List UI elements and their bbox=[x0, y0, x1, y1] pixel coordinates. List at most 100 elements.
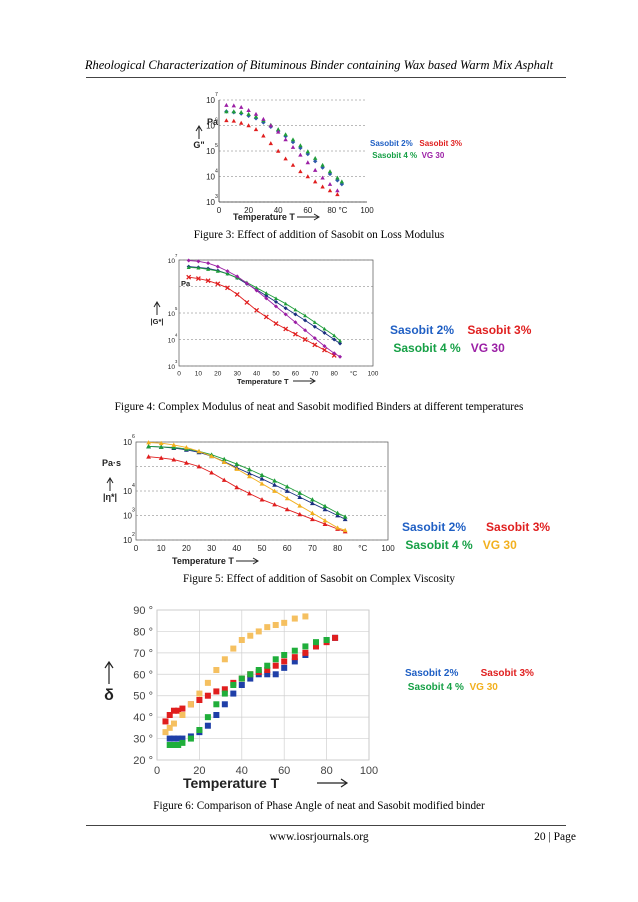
data-point-sasobit-3 bbox=[322, 521, 328, 526]
data-point-sasobit-3 bbox=[302, 337, 308, 342]
data-point-sasobit-3 bbox=[246, 123, 251, 128]
data-point-sasobit-4 bbox=[342, 514, 348, 519]
data-point-sasobit-4 bbox=[313, 155, 318, 160]
legend-sasobit-3: Sasobit 3% bbox=[480, 668, 534, 679]
footer-rule bbox=[86, 825, 566, 826]
data-point-sasobit-4 bbox=[272, 478, 277, 483]
data-point-sasobit-2 bbox=[284, 488, 290, 493]
data-point-vg-30 bbox=[196, 448, 202, 454]
data-point-sasobit-2 bbox=[259, 476, 265, 481]
data-point-sasobit-4 bbox=[322, 326, 327, 331]
y-tick-label: 70 ° bbox=[133, 648, 153, 660]
y-axis-label: |η*| bbox=[103, 492, 117, 502]
data-point-sasobit-2 bbox=[175, 735, 182, 742]
data-point-sasobit-4 bbox=[338, 338, 343, 343]
figure-5-caption: Figure 5: Effect of addition of Sasobit … bbox=[182, 573, 456, 585]
data-point-vg-30 bbox=[234, 466, 240, 471]
data-point-sasobit-4 bbox=[293, 307, 298, 312]
data-point-vg-30 bbox=[166, 724, 173, 731]
data-point-vg-30 bbox=[298, 152, 303, 157]
data-point-sasobit-4 bbox=[224, 109, 229, 114]
series-line-vg-30 bbox=[148, 442, 346, 531]
data-point-sasobit-4 bbox=[230, 682, 237, 688]
figure-4-legend: Sasobit 2% Sasobit 3% Sasobit 4 % VG 30 bbox=[390, 321, 531, 357]
legend-sasobit-4: Sasobit 4 % bbox=[407, 682, 464, 693]
data-point-sasobit-4 bbox=[255, 667, 262, 673]
data-point-vg-30 bbox=[146, 440, 151, 445]
figure-6-chart: 90 ° 80 ° 70 ° 60 ° 50 ° 40 ° 30 ° 20 °0 20 40 60 8… bbox=[104, 605, 378, 791]
data-point-vg-30 bbox=[303, 328, 308, 333]
data-point-vg-30 bbox=[305, 160, 310, 165]
y-axis-arrow bbox=[153, 301, 161, 315]
x-tick-label: 100 bbox=[381, 544, 395, 553]
legend-sasobit-4: Sasobit 4 % bbox=[393, 341, 461, 355]
y-tick-exponent: 4 bbox=[175, 332, 178, 337]
data-point-sasobit-4 bbox=[290, 137, 296, 142]
y-tick-exponent: 7 bbox=[215, 92, 218, 98]
y-tick-label: 20 ° bbox=[133, 755, 153, 767]
data-point-vg-30 bbox=[213, 667, 220, 673]
y-tick-label: 10 bbox=[206, 147, 215, 156]
x-tick-label: 0 bbox=[134, 544, 139, 553]
data-point-sasobit-3 bbox=[292, 331, 298, 337]
data-point-vg-30 bbox=[204, 679, 211, 686]
series-line-sasobit-4 bbox=[188, 266, 341, 342]
footer-url: www.iosrjournals.org bbox=[269, 831, 369, 843]
data-point-sasobit-4 bbox=[335, 510, 340, 515]
y-tick-exponent: 3 bbox=[132, 508, 135, 514]
data-point-vg-30 bbox=[162, 729, 169, 736]
data-point-sasobit-3 bbox=[332, 634, 339, 641]
data-point-vg-30 bbox=[230, 645, 237, 652]
x-tick-label: 0 bbox=[217, 206, 222, 215]
x-tick-label: 0 bbox=[154, 765, 160, 777]
data-point-sasobit-3 bbox=[327, 188, 333, 193]
data-point-vg-30 bbox=[247, 473, 252, 479]
data-point-sasobit-3 bbox=[247, 491, 252, 496]
data-point-sasobit-4 bbox=[158, 444, 164, 449]
y-unit-label: Pa bbox=[207, 117, 219, 127]
data-point-vg-30 bbox=[310, 510, 315, 515]
legend-sasobit-2: Sasobit 2% bbox=[370, 139, 413, 148]
data-point-sasobit-3 bbox=[264, 667, 271, 673]
data-point-sasobit-4 bbox=[312, 320, 317, 324]
data-point-sasobit-4 bbox=[323, 637, 330, 643]
data-point-vg-30 bbox=[215, 264, 220, 269]
data-point-sasobit-2 bbox=[281, 664, 288, 671]
x-tick-label: 60 bbox=[283, 544, 292, 553]
data-point-sasobit-3 bbox=[305, 174, 310, 179]
x-axis-arrow bbox=[297, 213, 320, 221]
x-tick-label: 60 bbox=[292, 371, 300, 378]
x-axis-label: Temperature T bbox=[233, 212, 295, 222]
x-tick-label: 20 bbox=[244, 206, 253, 215]
x-tick-label: 100 bbox=[368, 371, 379, 378]
data-point-sasobit-2 bbox=[293, 312, 298, 317]
data-point-sasobit-3 bbox=[244, 299, 250, 305]
data-point-sasobit-2 bbox=[247, 675, 254, 682]
data-point-vg-30 bbox=[225, 269, 230, 274]
data-point-sasobit-3 bbox=[162, 718, 169, 725]
x-tick-label: 80 bbox=[333, 544, 342, 553]
data-point-sasobit-3 bbox=[283, 326, 289, 332]
x-axis-arrow bbox=[293, 377, 316, 385]
y-tick-label: 10 bbox=[123, 536, 132, 545]
y-axis-arrow bbox=[104, 660, 114, 684]
data-point-sasobit-3 bbox=[313, 643, 319, 650]
data-point-vg-30 bbox=[338, 354, 343, 359]
data-point-sasobit-4 bbox=[322, 503, 328, 509]
data-point-vg-30 bbox=[235, 274, 240, 279]
data-point-vg-30 bbox=[272, 622, 279, 628]
legend-sasobit-2: Sasobit 2% bbox=[390, 323, 455, 337]
y-tick-exponent: 4 bbox=[215, 169, 218, 175]
x-tick-label: 10 bbox=[157, 544, 166, 553]
data-point-sasobit-3 bbox=[234, 291, 240, 297]
x-tick-label: 0 bbox=[177, 371, 181, 378]
legend-vg30: VG 30 bbox=[421, 151, 445, 160]
data-point-sasobit-4 bbox=[238, 675, 245, 682]
data-point-sasobit-3 bbox=[312, 342, 318, 348]
data-point-sasobit-4 bbox=[247, 467, 252, 472]
data-point-vg-30 bbox=[179, 712, 186, 718]
data-point-sasobit-3 bbox=[213, 688, 220, 695]
x-tick-label: 80 °C bbox=[327, 206, 347, 215]
series-line-vg-30 bbox=[188, 260, 341, 358]
data-point-sasobit-2 bbox=[238, 682, 245, 688]
